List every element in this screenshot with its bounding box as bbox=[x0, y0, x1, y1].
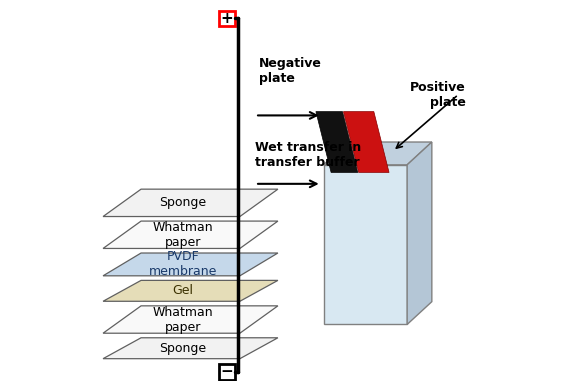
Text: Whatman
paper: Whatman paper bbox=[152, 306, 213, 334]
Text: +: + bbox=[220, 11, 233, 26]
Polygon shape bbox=[407, 142, 432, 324]
Polygon shape bbox=[103, 338, 278, 358]
Polygon shape bbox=[103, 221, 278, 249]
Polygon shape bbox=[103, 280, 278, 301]
FancyBboxPatch shape bbox=[219, 364, 235, 380]
Text: −: − bbox=[220, 365, 233, 380]
Text: Sponge: Sponge bbox=[159, 196, 207, 210]
Polygon shape bbox=[103, 189, 278, 216]
Polygon shape bbox=[343, 111, 389, 172]
Text: Whatman
paper: Whatman paper bbox=[152, 221, 213, 249]
Text: Wet transfer in
transfer buffer: Wet transfer in transfer buffer bbox=[255, 141, 361, 169]
Text: Negative
plate: Negative plate bbox=[259, 57, 322, 85]
Polygon shape bbox=[324, 165, 407, 324]
Text: PVDF
membrane: PVDF membrane bbox=[148, 250, 217, 278]
Text: Gel: Gel bbox=[172, 284, 194, 297]
Text: Positive
plate: Positive plate bbox=[411, 80, 466, 108]
FancyBboxPatch shape bbox=[219, 10, 235, 26]
Text: Sponge: Sponge bbox=[159, 342, 207, 355]
Polygon shape bbox=[103, 253, 278, 276]
Polygon shape bbox=[316, 111, 357, 172]
Polygon shape bbox=[324, 142, 432, 165]
Polygon shape bbox=[103, 306, 278, 333]
